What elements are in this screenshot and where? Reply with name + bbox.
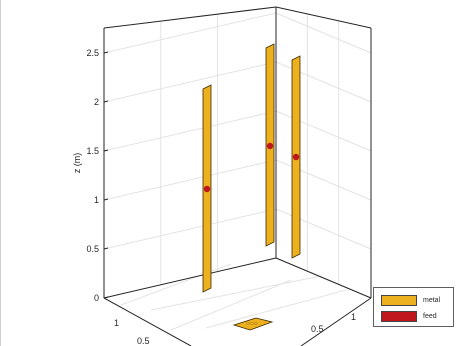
floor-grid-line [120, 263, 232, 306]
floor-grid-line [150, 275, 322, 311]
feed-point-3 [292, 153, 300, 161]
floor-back-left-edge [103, 257, 277, 299]
grid-line [275, 61, 372, 103]
grid-layer [103, 12, 372, 331]
z-axis-ticks: 0 0.5 1 1.5 2 2.5 [86, 48, 109, 303]
floor-front-right-edge [300, 297, 372, 346]
floor-grid-line [205, 289, 347, 329]
z-tick-label: 0.5 [86, 244, 99, 254]
y-tick-label: 0.5 [311, 324, 324, 334]
grid-line [103, 110, 277, 152]
z-tick-mark [103, 51, 109, 54]
grid-line [103, 159, 277, 201]
y-tick-label: 1 [351, 312, 356, 322]
ground-plane-patch [232, 317, 274, 331]
feed-point-2 [266, 142, 274, 150]
back-right-top-edge [275, 6, 372, 29]
ground-patch-label: ▭▭▭ [246, 321, 258, 326]
z-tick-mark [103, 100, 109, 103]
back-left-top-edge [103, 6, 277, 29]
axes-box [103, 6, 372, 346]
z-tick-mark [103, 198, 109, 201]
x-tick-label: 0.5 [137, 336, 150, 346]
feed-swatch [381, 310, 417, 322]
x-tick-label: 1 [114, 318, 119, 328]
legend-label-feed: feed [423, 312, 437, 320]
z-tick-label: 2.5 [86, 48, 99, 58]
z-tick-mark [103, 296, 109, 299]
metal-swatch [381, 294, 417, 306]
legend-label-metal: metal [423, 296, 441, 304]
legend-entry-metal: metal [381, 293, 440, 307]
floor-front-left-edge [103, 297, 192, 346]
z-tick-label: 0 [94, 293, 99, 303]
z-tick-mark [103, 149, 109, 152]
grid-line [275, 208, 372, 250]
z-tick-mark [103, 247, 109, 250]
z-axis-label: z (m) [72, 153, 82, 174]
z-tick-label: 2 [94, 97, 99, 107]
legend-entry-feed: feed [381, 309, 437, 323]
ground-patch: ▭▭▭ [232, 317, 274, 331]
grid-line [275, 159, 372, 201]
grid-line [275, 110, 372, 152]
floor-back-right-edge [275, 257, 372, 299]
antenna-elements [202, 43, 301, 293]
feed-point-1 [203, 185, 211, 193]
floor-grid-line [170, 279, 292, 331]
grid-line [103, 12, 277, 54]
grid-line [275, 12, 372, 54]
z-tick-label: 1 [94, 195, 99, 205]
legend: metal feed [373, 287, 454, 327]
z-tick-label: 1.5 [86, 146, 99, 156]
grid-line [103, 61, 277, 103]
grid-line [103, 208, 277, 250]
